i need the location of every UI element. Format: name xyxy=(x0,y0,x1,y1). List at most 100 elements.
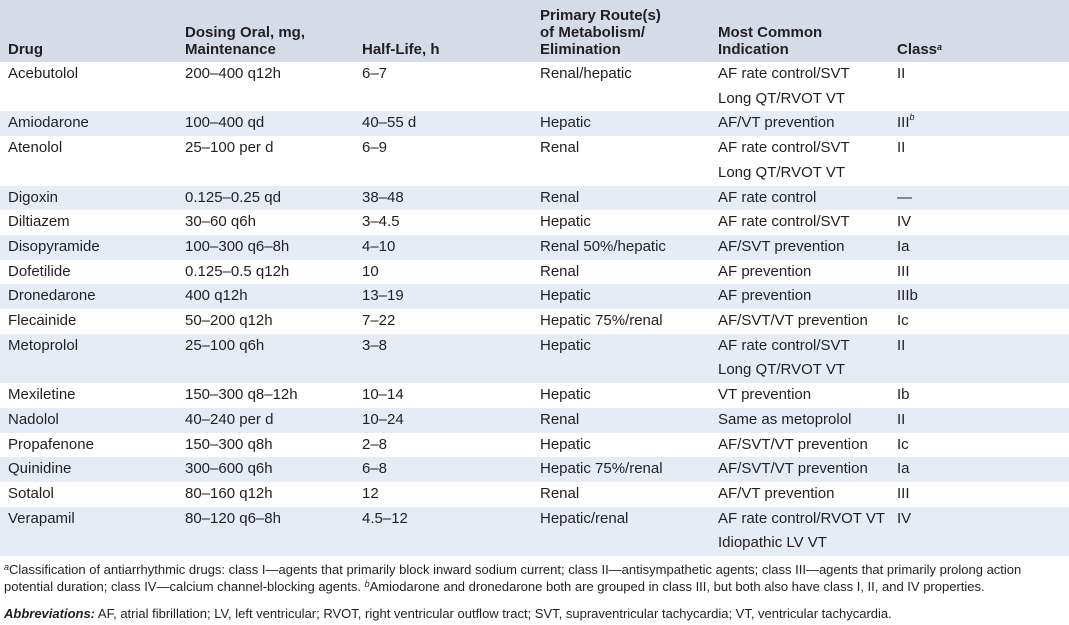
table-cell: AF rate control/SVT Long QT/RVOT VT xyxy=(710,333,889,384)
table-body: Acebutolol 200–400 q12h 6–7 Renal/hepatic AF… xyxy=(0,62,1069,557)
table-cell: 0.125–0.25 qd xyxy=(177,185,354,211)
cell-text: II xyxy=(897,65,906,82)
cell-text: 6–9 xyxy=(362,139,388,157)
header-cell: Drug xyxy=(0,0,177,62)
cell-text: 4–10 xyxy=(362,237,396,255)
cell-text: 10–14 xyxy=(362,386,404,404)
cell-text: 6–7 xyxy=(362,65,388,82)
cell-line: Maintenance xyxy=(185,41,276,58)
table-cell: 6–8 xyxy=(354,457,532,482)
cell-line: AF rate control xyxy=(718,188,817,206)
cell-line: AF/VT prevention xyxy=(718,484,835,502)
cell-text: Renal xyxy=(540,188,580,206)
cell-line: Idiopathic LV VT xyxy=(718,534,827,552)
table-cell: Ia xyxy=(889,234,1069,260)
table-cell: III xyxy=(889,482,1069,507)
table-row: Disopyramide 100–300 q6–8h 4–10 Renal 50%/h… xyxy=(0,234,1069,260)
table-cell: 300–600 q6h xyxy=(177,457,354,482)
table-cell: AF prevention xyxy=(710,260,889,285)
table-cell: 40–55 d xyxy=(354,111,532,137)
table-cell: IIIb xyxy=(889,284,1069,310)
cell-text: Hepatic xyxy=(540,336,591,354)
table-cell: Ia xyxy=(889,457,1069,482)
table-row: Atenolol 25–100 per d 6–9 Renal AF rate cont… xyxy=(0,136,1069,185)
cell-text: 25–100 q6h xyxy=(185,336,265,354)
table-cell: 50–200 q12h xyxy=(177,309,354,334)
table-cell: Renal/hepatic xyxy=(532,62,710,111)
cell-line: Indication xyxy=(718,41,789,58)
table-cell: Renal xyxy=(532,136,710,185)
table-cell: II xyxy=(889,407,1069,433)
table-cell: — xyxy=(889,185,1069,211)
table-row: Flecainide 50–200 q12h 7–22 Hepatic 75%/ren… xyxy=(0,309,1069,334)
cell-text: 100–300 q6–8h xyxy=(185,237,290,255)
cell-text: III xyxy=(897,484,910,502)
table-cell: AF rate control xyxy=(710,185,889,211)
table-cell: Metoprolol xyxy=(0,333,177,384)
table-cell: AF/SVT/VT prevention xyxy=(710,309,889,334)
cell-text: Hepatic xyxy=(540,386,591,404)
table-cell: II xyxy=(889,333,1069,384)
cell-line: AF rate control/SVT xyxy=(718,213,850,231)
table-row: Propafenone 150–300 q8h 2–8 Hepatic AF/SVT/V… xyxy=(0,433,1069,458)
header-cell: Primary Route(s) of Metabolism/Eliminatio… xyxy=(532,0,710,62)
table-row: Amiodarone 100–400 qd 40–55 d Hepatic AF/VT … xyxy=(0,111,1069,137)
header-cell: Classa xyxy=(889,0,1069,62)
cell-text: Renal/hepatic xyxy=(540,65,632,82)
cell-text: Ib xyxy=(897,386,910,404)
cell-text: 7–22 xyxy=(362,312,396,330)
cell-text: IIIb xyxy=(897,287,918,305)
table-cell: 10–24 xyxy=(354,407,532,433)
cell-text: 2–8 xyxy=(362,435,388,453)
table-cell: Nadolol xyxy=(0,407,177,433)
cell-line: Long QT/RVOT VT xyxy=(718,89,845,107)
cell-text: 38–48 xyxy=(362,188,404,206)
footnotes: aClassification of antiarrhythmic drugs:… xyxy=(4,561,1061,595)
table-cell: IV xyxy=(889,506,1069,557)
abbreviations: Abbreviations: AF, atrial fibrillation; … xyxy=(4,605,1061,622)
table-row: Quinidine 300–600 q6h 6–8 Hepatic 75%/renal… xyxy=(0,457,1069,482)
table-cell: Hepatic/renal xyxy=(532,506,710,557)
header-cell: Dosing Oral, mg, Maintenance xyxy=(177,0,354,62)
cell-text: Renal xyxy=(540,410,580,428)
cell-text: Hepatic 75%/renal xyxy=(540,460,663,478)
cell-text: 80–120 q6–8h xyxy=(185,509,281,527)
cell-text: 300–600 q6h xyxy=(185,460,273,478)
cell-text: 100–400 qd xyxy=(185,114,265,132)
table-cell: IIIb xyxy=(889,111,1069,137)
table-cell: 10 xyxy=(354,260,532,285)
cell-line: AF/SVT/VT prevention xyxy=(718,312,868,330)
table-cell: Renal xyxy=(532,185,710,211)
table-cell: 100–300 q6–8h xyxy=(177,234,354,260)
table-cell: 80–120 q6–8h xyxy=(177,506,354,557)
table-row: Verapamil 80–120 q6–8h 4.5–12 Hepatic/renal… xyxy=(0,506,1069,557)
cell-line: Long QT/RVOT VT xyxy=(718,361,845,379)
table-cell: Atenolol xyxy=(0,136,177,185)
table-cell: Verapamil xyxy=(0,506,177,557)
table-cell: Hepatic 75%/renal xyxy=(532,457,710,482)
cell-text: Renal xyxy=(540,139,580,157)
table-cell: Digoxin xyxy=(0,185,177,211)
table-cell: 10–14 xyxy=(354,383,532,408)
cell-text: 150–300 q8h xyxy=(185,435,273,453)
cell-text: Propafenone xyxy=(8,435,94,453)
table-cell: AF prevention xyxy=(710,284,889,310)
cell-line: AF rate control/RVOT VT xyxy=(718,509,885,527)
table-cell: Dofetilide xyxy=(0,260,177,285)
cell-text: 3–4.5 xyxy=(362,213,400,231)
table-cell: AF rate control/SVT Long QT/RVOT VT xyxy=(710,62,889,111)
table-cell: Hepatic xyxy=(532,111,710,137)
table-cell: Mexiletine xyxy=(0,383,177,408)
table-cell: 6–7 xyxy=(354,62,532,111)
table-cell: 4.5–12 xyxy=(354,506,532,557)
table-cell: Hepatic xyxy=(532,433,710,458)
cell-text: Metoprolol xyxy=(8,336,79,354)
table-cell: 80–160 q12h xyxy=(177,482,354,507)
cell-text: Sotalol xyxy=(8,484,54,502)
table-cell: Dronedarone xyxy=(0,284,177,310)
superscript: a xyxy=(937,42,943,52)
cell-text: Renal 50%/hepatic xyxy=(540,237,666,255)
cell-text: Diltiazem xyxy=(8,213,70,231)
cell-text: Class xyxy=(897,41,938,58)
